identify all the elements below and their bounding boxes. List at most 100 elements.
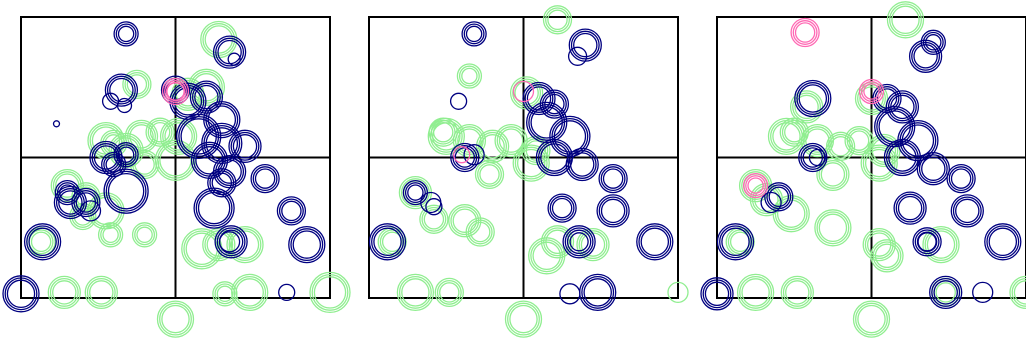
point-green bbox=[131, 222, 158, 248]
point-pink bbox=[453, 146, 471, 164]
point-navy bbox=[972, 281, 994, 304]
point-navy bbox=[893, 191, 927, 225]
point-green bbox=[84, 275, 118, 310]
panel-2 bbox=[368, 5, 689, 338]
point-green bbox=[844, 125, 874, 156]
point-green bbox=[212, 281, 238, 307]
point-navy bbox=[113, 142, 139, 168]
point-navy bbox=[23, 223, 62, 261]
point-navy bbox=[276, 196, 307, 226]
point-navy bbox=[596, 194, 630, 228]
point-navy bbox=[916, 152, 950, 186]
point-navy bbox=[52, 120, 61, 128]
point-navy bbox=[449, 92, 468, 110]
point-navy bbox=[950, 194, 984, 228]
point-navy bbox=[984, 223, 1022, 261]
point-navy bbox=[176, 113, 222, 160]
point-navy bbox=[716, 223, 755, 261]
point-navy bbox=[425, 198, 443, 216]
point-green bbox=[870, 239, 904, 273]
point-navy bbox=[193, 187, 235, 229]
point-navy bbox=[212, 35, 247, 69]
point-green bbox=[736, 273, 775, 312]
point-navy bbox=[808, 148, 827, 167]
point-green bbox=[854, 81, 889, 116]
point-navy bbox=[103, 168, 149, 214]
point-navy bbox=[568, 28, 602, 62]
point-green bbox=[528, 237, 566, 275]
point-navy bbox=[79, 200, 102, 222]
point-navy bbox=[461, 21, 487, 47]
point-green bbox=[145, 117, 175, 147]
panel-3 bbox=[700, 1, 1026, 338]
point-navy bbox=[917, 232, 937, 252]
point-navy bbox=[565, 147, 599, 182]
point-green bbox=[465, 217, 495, 247]
point-green bbox=[725, 227, 755, 257]
point-navy bbox=[104, 73, 139, 107]
point-green bbox=[540, 225, 575, 259]
point-navy bbox=[113, 21, 139, 47]
point-green bbox=[26, 227, 56, 257]
point-green bbox=[474, 159, 505, 190]
point-navy bbox=[278, 283, 296, 302]
point-green bbox=[47, 275, 81, 310]
point-pink bbox=[858, 78, 885, 105]
point-navy bbox=[636, 223, 674, 261]
point-pink bbox=[161, 77, 190, 106]
point-navy bbox=[798, 142, 828, 173]
point-green bbox=[159, 117, 198, 156]
point-green bbox=[428, 117, 458, 147]
point-green bbox=[396, 273, 435, 312]
point-green bbox=[377, 227, 407, 257]
point-green bbox=[576, 227, 610, 262]
point-navy bbox=[883, 138, 922, 177]
point-green bbox=[860, 144, 898, 182]
point-green bbox=[852, 300, 891, 338]
point-green bbox=[542, 5, 573, 35]
panel-1 bbox=[2, 16, 351, 338]
point-green bbox=[231, 273, 269, 312]
point-navy bbox=[2, 275, 40, 313]
point-navy bbox=[569, 232, 589, 252]
point-navy bbox=[908, 39, 943, 73]
point-navy bbox=[764, 182, 794, 212]
point-pink bbox=[742, 172, 769, 199]
point-navy bbox=[547, 193, 577, 223]
point-navy bbox=[760, 191, 782, 214]
point-green bbox=[309, 271, 351, 314]
point-navy bbox=[227, 52, 241, 66]
point-navy bbox=[946, 163, 976, 194]
point-green bbox=[789, 90, 824, 124]
point-green bbox=[667, 281, 689, 304]
point-green bbox=[97, 222, 124, 248]
point-navy bbox=[218, 231, 241, 253]
point-pink bbox=[512, 80, 535, 103]
point-navy bbox=[567, 46, 588, 66]
point-navy bbox=[929, 275, 963, 310]
point-green bbox=[156, 300, 195, 338]
point-navy bbox=[116, 97, 133, 114]
point-green bbox=[780, 275, 814, 310]
point-pink bbox=[790, 17, 820, 48]
point-green bbox=[504, 300, 543, 338]
point-navy bbox=[450, 142, 480, 173]
point-navy bbox=[402, 179, 429, 206]
point-green bbox=[816, 157, 850, 192]
point-navy bbox=[288, 225, 326, 264]
point-green bbox=[1009, 275, 1026, 310]
point-navy bbox=[368, 223, 407, 261]
point-green bbox=[475, 129, 510, 163]
point-navy bbox=[598, 163, 628, 194]
point-navy bbox=[559, 283, 581, 305]
point-green bbox=[922, 225, 960, 264]
point-green bbox=[226, 225, 264, 264]
point-navy bbox=[562, 225, 596, 259]
point-navy bbox=[794, 79, 832, 118]
point-navy bbox=[214, 225, 248, 259]
point-green bbox=[434, 277, 464, 308]
point-navy bbox=[189, 80, 224, 114]
point-green bbox=[772, 195, 810, 233]
point-navy bbox=[700, 277, 734, 311]
